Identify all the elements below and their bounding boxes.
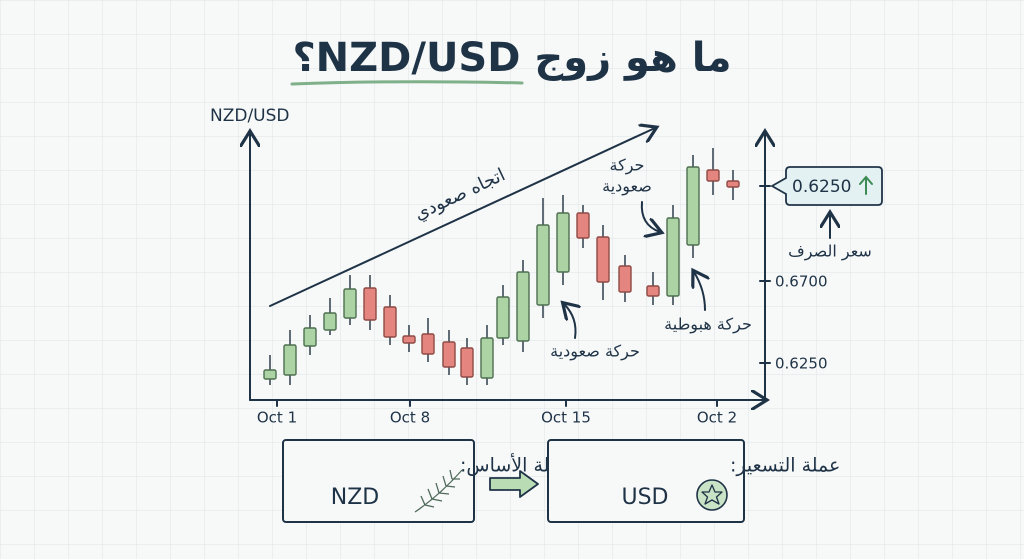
trend-arrow [269,128,655,307]
quote-code: USD [621,485,668,510]
candle-body [480,337,494,379]
candle-body [343,288,357,319]
candle-body [618,265,632,293]
up-icon [859,175,873,195]
price-label: 0.6700 [775,273,828,291]
candle-body [283,344,297,376]
candle-body [303,327,317,347]
candle-body [263,369,277,380]
annotation: صعودية [602,177,652,197]
candle-body [421,333,435,355]
title-underline [290,80,524,86]
annotation: حركة هبوطية [664,315,752,335]
candle-body [516,271,530,342]
candle-body [460,347,474,378]
annotation: حركة صعودية [550,342,640,362]
fern-icon [414,469,463,513]
candle-body [442,341,456,368]
annotation-arrow [564,304,576,339]
star-icon [696,479,728,511]
candle-body [646,285,660,297]
base-box [282,439,475,523]
candle-body [726,180,740,188]
star-shape [701,484,723,505]
candle-body [576,212,590,239]
annotation: حركة [610,156,645,176]
x-label: Oct 8 [390,409,430,427]
annotation-arrow [694,272,705,311]
candle-body [496,296,510,339]
candle-body [402,335,416,344]
x-label: Oct 2 [697,409,737,427]
axes [250,133,770,406]
candle-body [706,169,720,182]
candles [263,148,740,385]
candle-body [323,312,337,331]
y-axis-label: NZD/USD [210,106,290,126]
candle-body [383,306,397,338]
candle-body [686,166,700,246]
candle-body [596,236,610,283]
callout-price: 0.6250 [792,177,851,197]
quote-box [547,439,745,523]
price-callout [770,166,883,206]
candle-body [363,287,377,321]
x-label: Oct 1 [257,409,297,427]
title: ما هو زوج NZD/USD؟ [292,35,731,81]
annotation-arrow [640,201,660,232]
callout-caption: سعر الصرف [788,242,872,262]
candle-body [556,212,570,273]
candle-body [666,217,680,297]
candle-body [536,224,550,306]
quote-label: عملة التسعير: [730,455,840,477]
x-label: Oct 15 [541,409,591,427]
price-label: 0.6250 [775,355,828,373]
base-code: NZD [331,485,379,510]
flow-arrow [489,470,539,498]
